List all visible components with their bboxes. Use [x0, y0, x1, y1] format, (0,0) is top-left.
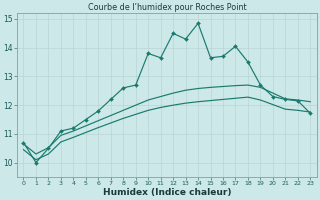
Title: Courbe de l’humidex pour Roches Point: Courbe de l’humidex pour Roches Point [88, 3, 246, 12]
X-axis label: Humidex (Indice chaleur): Humidex (Indice chaleur) [103, 188, 231, 197]
